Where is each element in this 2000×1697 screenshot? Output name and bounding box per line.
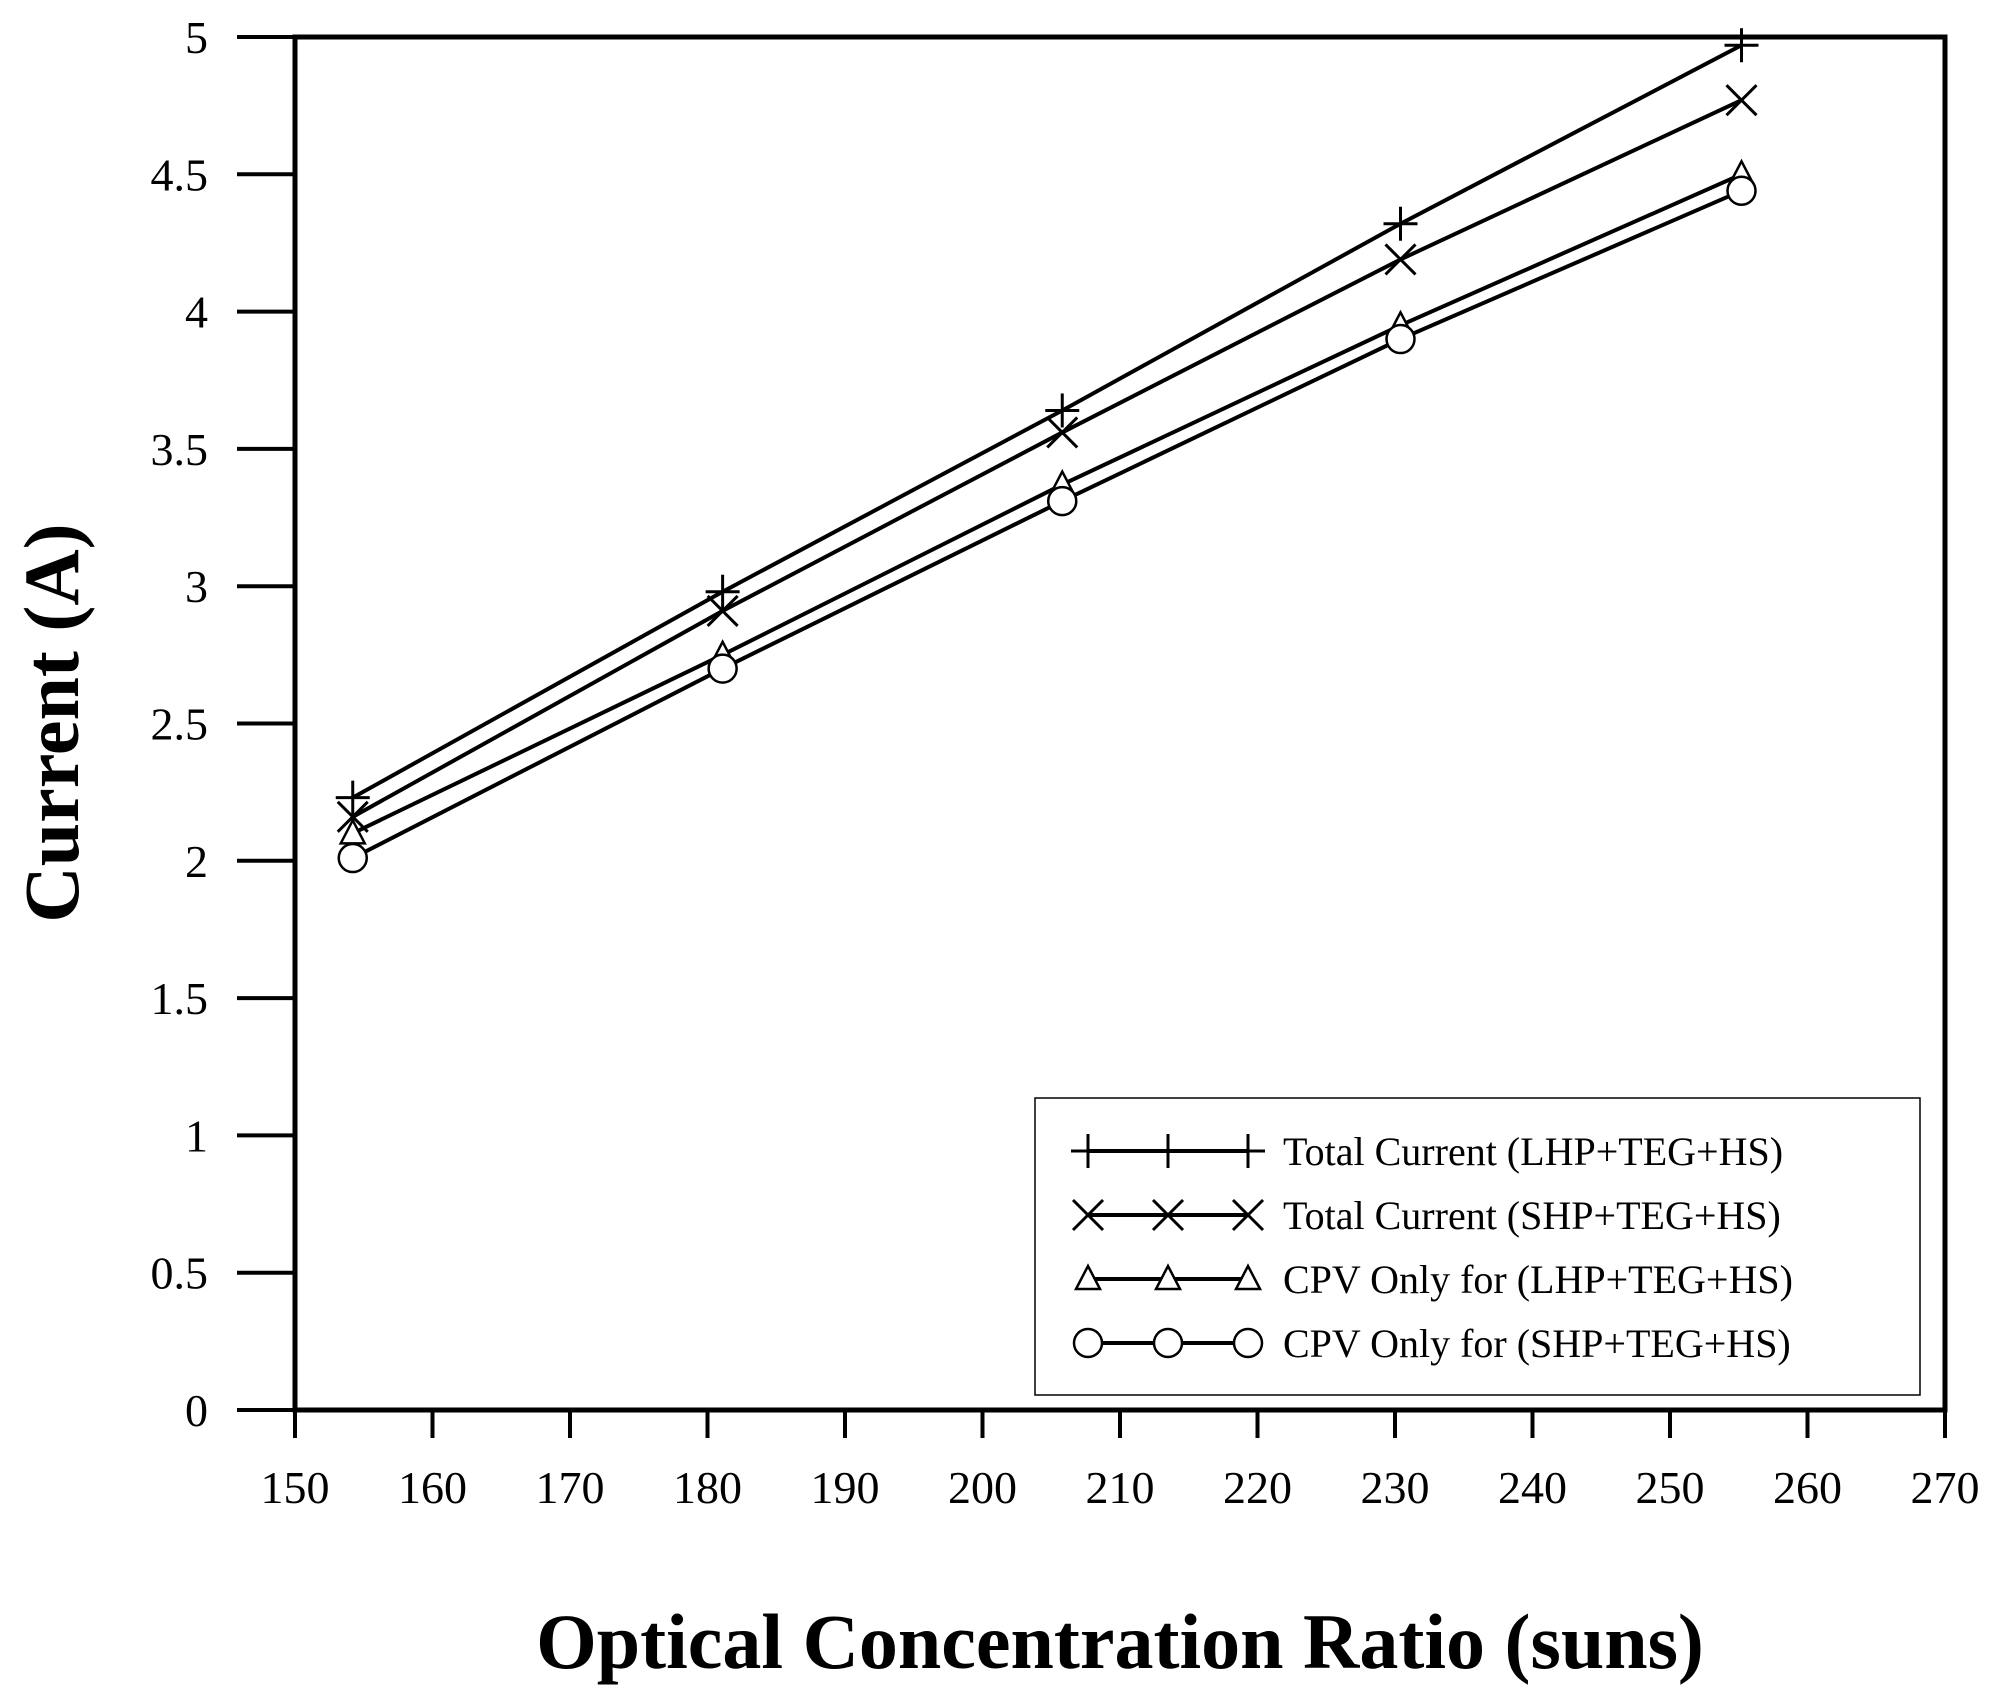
data-point-plus [1383,206,1418,241]
data-point-circle [1047,485,1078,517]
legend-label: Total Current (SHP+TEG+HS) [1283,1193,1781,1238]
data-point-x [1071,1198,1105,1232]
x-tick-label: 150 [261,1462,330,1513]
data-point-circle [1726,175,1757,207]
data-point-circle [707,653,738,684]
y-tick-label: 3 [185,561,208,612]
legend-label: CPV Only for (SHP+TEG+HS) [1283,1321,1791,1366]
y-tick-label: 0 [185,1385,208,1436]
data-point-plus [1231,1134,1265,1168]
x-tick-label: 250 [1636,1462,1705,1513]
data-point-x [706,594,739,627]
x-tick-label: 160 [398,1462,467,1513]
x-tick-label: 260 [1773,1462,1842,1513]
y-tick-label: 2 [185,836,208,887]
legend-entry: Total Current (SHP+TEG+HS) [1071,1193,1781,1238]
data-point-plus [1045,393,1080,428]
data-point-triangle [1153,1263,1183,1291]
series-circle [337,175,1757,874]
data-point-circle [1072,1327,1104,1359]
series-line [351,98,1743,819]
x-tick-label: 240 [1498,1462,1567,1513]
data-point-circle [1385,323,1416,355]
y-tick-label: 0.5 [151,1248,209,1299]
data-point-x [1725,84,1758,117]
series-x [336,84,1758,833]
data-point-circle [1232,1327,1264,1359]
y-tick-label: 5 [185,12,208,63]
legend-entry: Total Current (LHP+TEG+HS) [1071,1129,1783,1174]
legend-entry: CPV Only for (LHP+TEG+HS) [1073,1257,1793,1302]
x-tick-label: 230 [1361,1462,1430,1513]
x-tick-label: 210 [1086,1462,1155,1513]
x-tick-label: 270 [1911,1462,1980,1513]
data-point-plus [1724,28,1759,63]
legend: Total Current (LHP+TEG+HS) Total Current … [1034,1097,1921,1396]
data-point-x [1151,1198,1185,1232]
x-tick-label: 170 [536,1462,605,1513]
series-line [351,43,1743,800]
legend-label: CPV Only for (LHP+TEG+HS) [1283,1257,1793,1302]
legend-label: Total Current (LHP+TEG+HS) [1283,1129,1783,1174]
x-tick-label: 190 [811,1462,880,1513]
y-tick-label: 1.5 [151,973,209,1024]
y-tick-label: 4 [185,287,208,338]
data-point-triangle [1233,1263,1263,1291]
data-point-x [1384,243,1417,276]
data-point-circle [1152,1327,1184,1359]
data-point-triangle [1073,1263,1103,1291]
y-tick-label: 3.5 [151,424,209,475]
series-layer [335,28,1759,874]
series-line [351,188,1743,860]
data-point-x [1231,1198,1265,1232]
data-point-plus [1071,1134,1105,1168]
x-tick-label: 220 [1223,1462,1292,1513]
y-tick-label: 4.5 [151,149,209,200]
data-point-x [1046,416,1079,449]
y-axis-title: Current (A) [8,523,95,922]
x-tick-label: 200 [948,1462,1017,1513]
x-axis-title: Optical Concentration Ratio (suns) [536,1598,1704,1685]
data-point-plus [335,780,370,815]
y-axis-ticks: 0 0.5 1 1.5 2 2.5 3 3.5 4 4.5 5 [151,12,295,1436]
x-axis-ticks: 150 160 170 180 190 200 210 220 230 240 250 260 270 [261,1410,1980,1513]
y-tick-label: 1 [185,1110,208,1161]
series-plus [335,28,1759,815]
data-point-circle [337,842,368,874]
data-point-plus [705,574,740,609]
data-point-plus [1151,1134,1185,1168]
y-tick-label: 2.5 [151,699,209,750]
x-tick-label: 180 [673,1462,742,1513]
series-line [351,172,1743,836]
legend-entry: CPV Only for (SHP+TEG+HS) [1072,1321,1791,1366]
